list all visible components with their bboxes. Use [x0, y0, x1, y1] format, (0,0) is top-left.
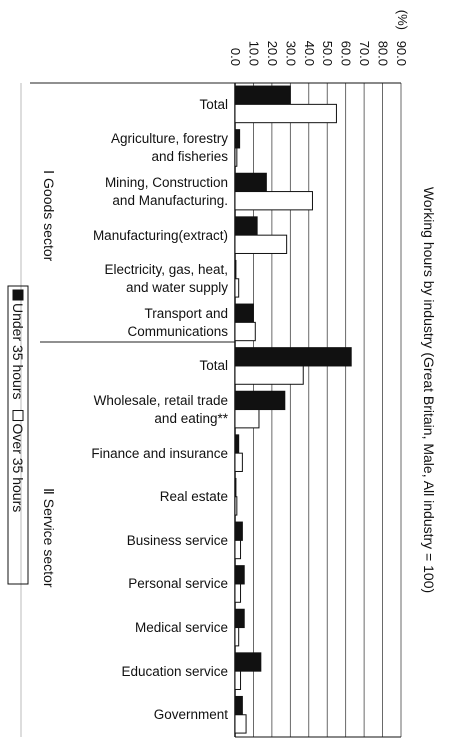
bar: [234, 409, 260, 429]
y-tick-label: Finance and insurance: [91, 445, 228, 461]
bar: [234, 172, 267, 193]
x-tick-label: 0.0: [228, 48, 243, 66]
bar: [234, 191, 313, 211]
bar: [234, 714, 247, 734]
bar: [234, 477, 237, 498]
x-tick-label: 30.0: [283, 41, 298, 66]
bar: [234, 627, 240, 647]
bar: [234, 303, 254, 323]
y-tick-label: Business service: [126, 532, 228, 548]
bar: [234, 521, 243, 541]
chart-title: Working hours by industry (Great Britain…: [421, 187, 437, 593]
bar: [234, 129, 241, 149]
x-tick-label: 40.0: [302, 41, 317, 66]
group-label: Ⅱ Service sector: [41, 488, 57, 588]
bar: [234, 147, 238, 167]
bar: [234, 259, 237, 280]
y-tick-label: Real estate: [159, 489, 228, 505]
bar: [234, 347, 352, 367]
x-tick-label: 20.0: [265, 41, 280, 66]
bar: [234, 583, 242, 603]
y-tick-label: Mining, Construction and Manufacturing.: [104, 175, 228, 208]
x-tick-label: 80.0: [376, 41, 391, 66]
y-tick-label: Transport and Communications: [127, 305, 228, 339]
bar: [234, 278, 240, 298]
y-tick-label: Manufacturing(extract): [92, 227, 228, 243]
x-tick-label: 70.0: [357, 41, 372, 66]
bar: [234, 434, 240, 454]
x-tick-label: 10.0: [246, 41, 261, 66]
bar: [234, 539, 242, 560]
bar: [234, 670, 242, 690]
y-tick-label: Government: [153, 707, 228, 723]
y-tick-label: Total: [199, 96, 228, 112]
legend-box: [7, 285, 29, 585]
bar: [234, 234, 288, 254]
y-tick-label: Electricity, gas, heat, and water supply: [104, 262, 228, 296]
legend-label: Over 35 hours: [10, 424, 26, 513]
y-tick-label: Wholesale, retail trade and eating**: [93, 393, 228, 426]
bar: [234, 452, 243, 472]
x-tick-label: 60.0: [339, 41, 354, 66]
x-tick-label: 90.0: [394, 41, 409, 66]
x-tick-label: 50.0: [320, 41, 335, 66]
bar: [234, 85, 291, 105]
bar: [234, 695, 243, 716]
group-label: Ⅰ Goods sector: [41, 170, 57, 262]
bar: [234, 496, 238, 516]
bar: [234, 565, 245, 585]
bar: [234, 608, 245, 629]
bar: [234, 652, 262, 672]
bar: [234, 321, 256, 342]
bar: [234, 390, 286, 411]
y-tick-label: Agriculture, forestry and fisheries: [110, 131, 228, 165]
legend-label: Under 35 hours: [10, 303, 26, 400]
legend-swatch: [12, 410, 24, 422]
y-tick-label: Total: [199, 358, 228, 374]
legend-swatch: [12, 289, 24, 301]
y-tick-label: Education service: [121, 663, 228, 679]
bar: [234, 216, 258, 236]
bar: [234, 365, 304, 385]
y-tick-label: Medical service: [134, 620, 228, 635]
bar: [234, 103, 337, 124]
y-tick-label: Personal service: [128, 576, 228, 592]
axis-unit: (%): [395, 10, 410, 30]
legend: Under 35 hours Over 35 hours: [7, 285, 29, 585]
